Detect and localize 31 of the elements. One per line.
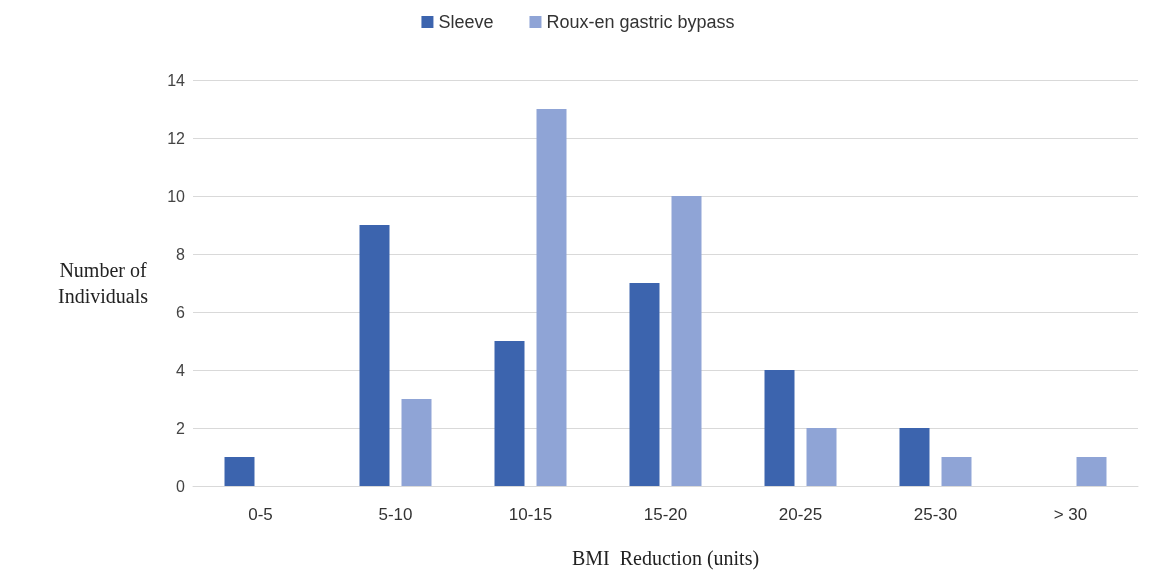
legend-label: Sleeve	[438, 12, 494, 32]
x-axis-title: BMI Reduction (units)	[571, 547, 760, 570]
y-tick-label: 14	[167, 71, 186, 89]
bar	[359, 225, 390, 486]
y-tick-label: 2	[176, 419, 186, 437]
x-tick-label: 25-30	[913, 505, 958, 524]
y-tick-label: 4	[176, 361, 186, 379]
x-tick-label: 20-25	[778, 505, 823, 524]
bar	[224, 457, 255, 486]
x-tick-label: 15-20	[643, 505, 688, 524]
y-tick-label: 6	[176, 303, 186, 321]
y-tick-label: 10	[167, 187, 186, 205]
x-tick-label: 10-15	[508, 505, 553, 524]
bar	[899, 428, 930, 486]
bar	[401, 399, 432, 486]
x-tick-label: 5-10	[378, 505, 413, 524]
bar	[941, 457, 972, 486]
bar	[764, 370, 795, 486]
y-axis-title: Number of Individuals	[58, 259, 149, 307]
y-tick-label: 8	[176, 245, 186, 263]
x-tick-label: 0-5	[248, 505, 273, 524]
bar	[1076, 457, 1107, 486]
bar	[806, 428, 837, 486]
y-tick-label: 12	[167, 129, 186, 147]
bar	[494, 341, 525, 486]
y-tick-label: 0	[176, 477, 186, 495]
bar	[671, 196, 702, 486]
legend-label: Roux-en gastric bypass	[546, 12, 735, 32]
bar	[536, 109, 567, 486]
bar	[629, 283, 660, 486]
x-tick-label: > 30	[1053, 505, 1088, 524]
